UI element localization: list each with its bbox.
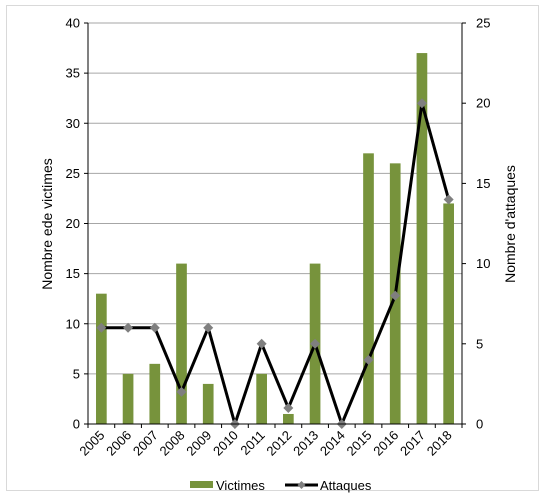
- point-attaques: [363, 354, 374, 365]
- x-tick-label: 2012: [263, 428, 294, 459]
- x-tick-label: 2006: [103, 428, 134, 459]
- bar-victimes: [202, 383, 214, 424]
- y-axis-left-label: Nombre ede victimes: [39, 158, 55, 290]
- x-tick-label: 2014: [317, 428, 348, 459]
- point-attaques: [123, 322, 134, 333]
- legend-label-victimes: Victimes: [216, 478, 265, 493]
- bar-victimes: [176, 263, 187, 424]
- y-axis-right-label: Nombre d'attaques: [502, 165, 518, 283]
- y-tick-label-left: 20: [66, 216, 80, 231]
- y-tick-label-right: 5: [476, 336, 483, 351]
- x-tick-label: 2010: [210, 428, 241, 459]
- x-tick-label: 2008: [157, 428, 188, 459]
- x-tick-label: 2005: [76, 428, 107, 459]
- point-attaques: [443, 194, 454, 205]
- y-tick-label-right: 25: [476, 16, 490, 31]
- y-tick-label-right: 0: [476, 417, 483, 432]
- bars-victimes: [96, 53, 454, 424]
- x-tick-label: 2011: [237, 428, 267, 458]
- x-tick-label: 2016: [370, 428, 401, 459]
- y-tick-label-right: 10: [476, 256, 490, 271]
- y-tick-label-left: 35: [66, 66, 80, 81]
- bar-victimes: [149, 363, 161, 424]
- point-attaques: [149, 322, 160, 333]
- bar-victimes: [96, 293, 107, 424]
- y-tick-label-left: 15: [66, 266, 80, 281]
- legend-marker-attaques: [297, 481, 306, 489]
- point-attaques: [256, 338, 267, 349]
- x-tick-label: 2017: [397, 428, 428, 459]
- y-tick-label-right: 20: [476, 96, 490, 111]
- x-tick-label: 2015: [344, 428, 375, 459]
- x-tick-label: 2018: [424, 428, 455, 459]
- y-axis-right-ticks: 0 5 10 15 20 25: [462, 16, 490, 432]
- y-tick-label-left: 40: [66, 16, 80, 31]
- bar-victimes: [363, 153, 374, 424]
- bar-victimes: [122, 373, 134, 424]
- y-tick-label-left: 10: [66, 316, 80, 331]
- point-attaques: [283, 402, 294, 413]
- x-tick-label: 2013: [290, 428, 321, 459]
- point-attaques: [390, 290, 401, 301]
- point-attaques: [96, 322, 107, 333]
- y-axis-left-ticks: 0 5 10 15 20 25 30 35 40: [66, 16, 88, 432]
- x-tick-label: 2007: [130, 428, 161, 459]
- bar-victimes: [256, 373, 267, 424]
- y-tick-label-left: 0: [73, 417, 80, 432]
- y-tick-label-left: 30: [66, 116, 80, 131]
- y-tick-label-right: 15: [476, 176, 490, 191]
- point-attaques: [203, 322, 214, 333]
- y-tick-label-left: 25: [66, 166, 80, 181]
- x-tick-label: 2009: [183, 428, 214, 459]
- gridlines: [88, 22, 462, 375]
- line-series-attaques: [101, 102, 451, 430]
- point-attaques: [310, 338, 321, 349]
- bar-victimes: [443, 203, 454, 424]
- x-axis-ticks: 2005200620072008200920102011201220132014…: [76, 424, 463, 459]
- legend-swatch-victimes: [190, 481, 213, 488]
- point-attaques: [416, 98, 427, 109]
- legend-label-attaques: Attaques: [320, 478, 372, 493]
- bar-victimes: [283, 413, 294, 424]
- bar-victimes: [416, 53, 428, 424]
- y-tick-label-left: 5: [73, 366, 80, 381]
- legend: Victimes Attaques: [190, 478, 372, 493]
- point-attaques: [176, 386, 187, 397]
